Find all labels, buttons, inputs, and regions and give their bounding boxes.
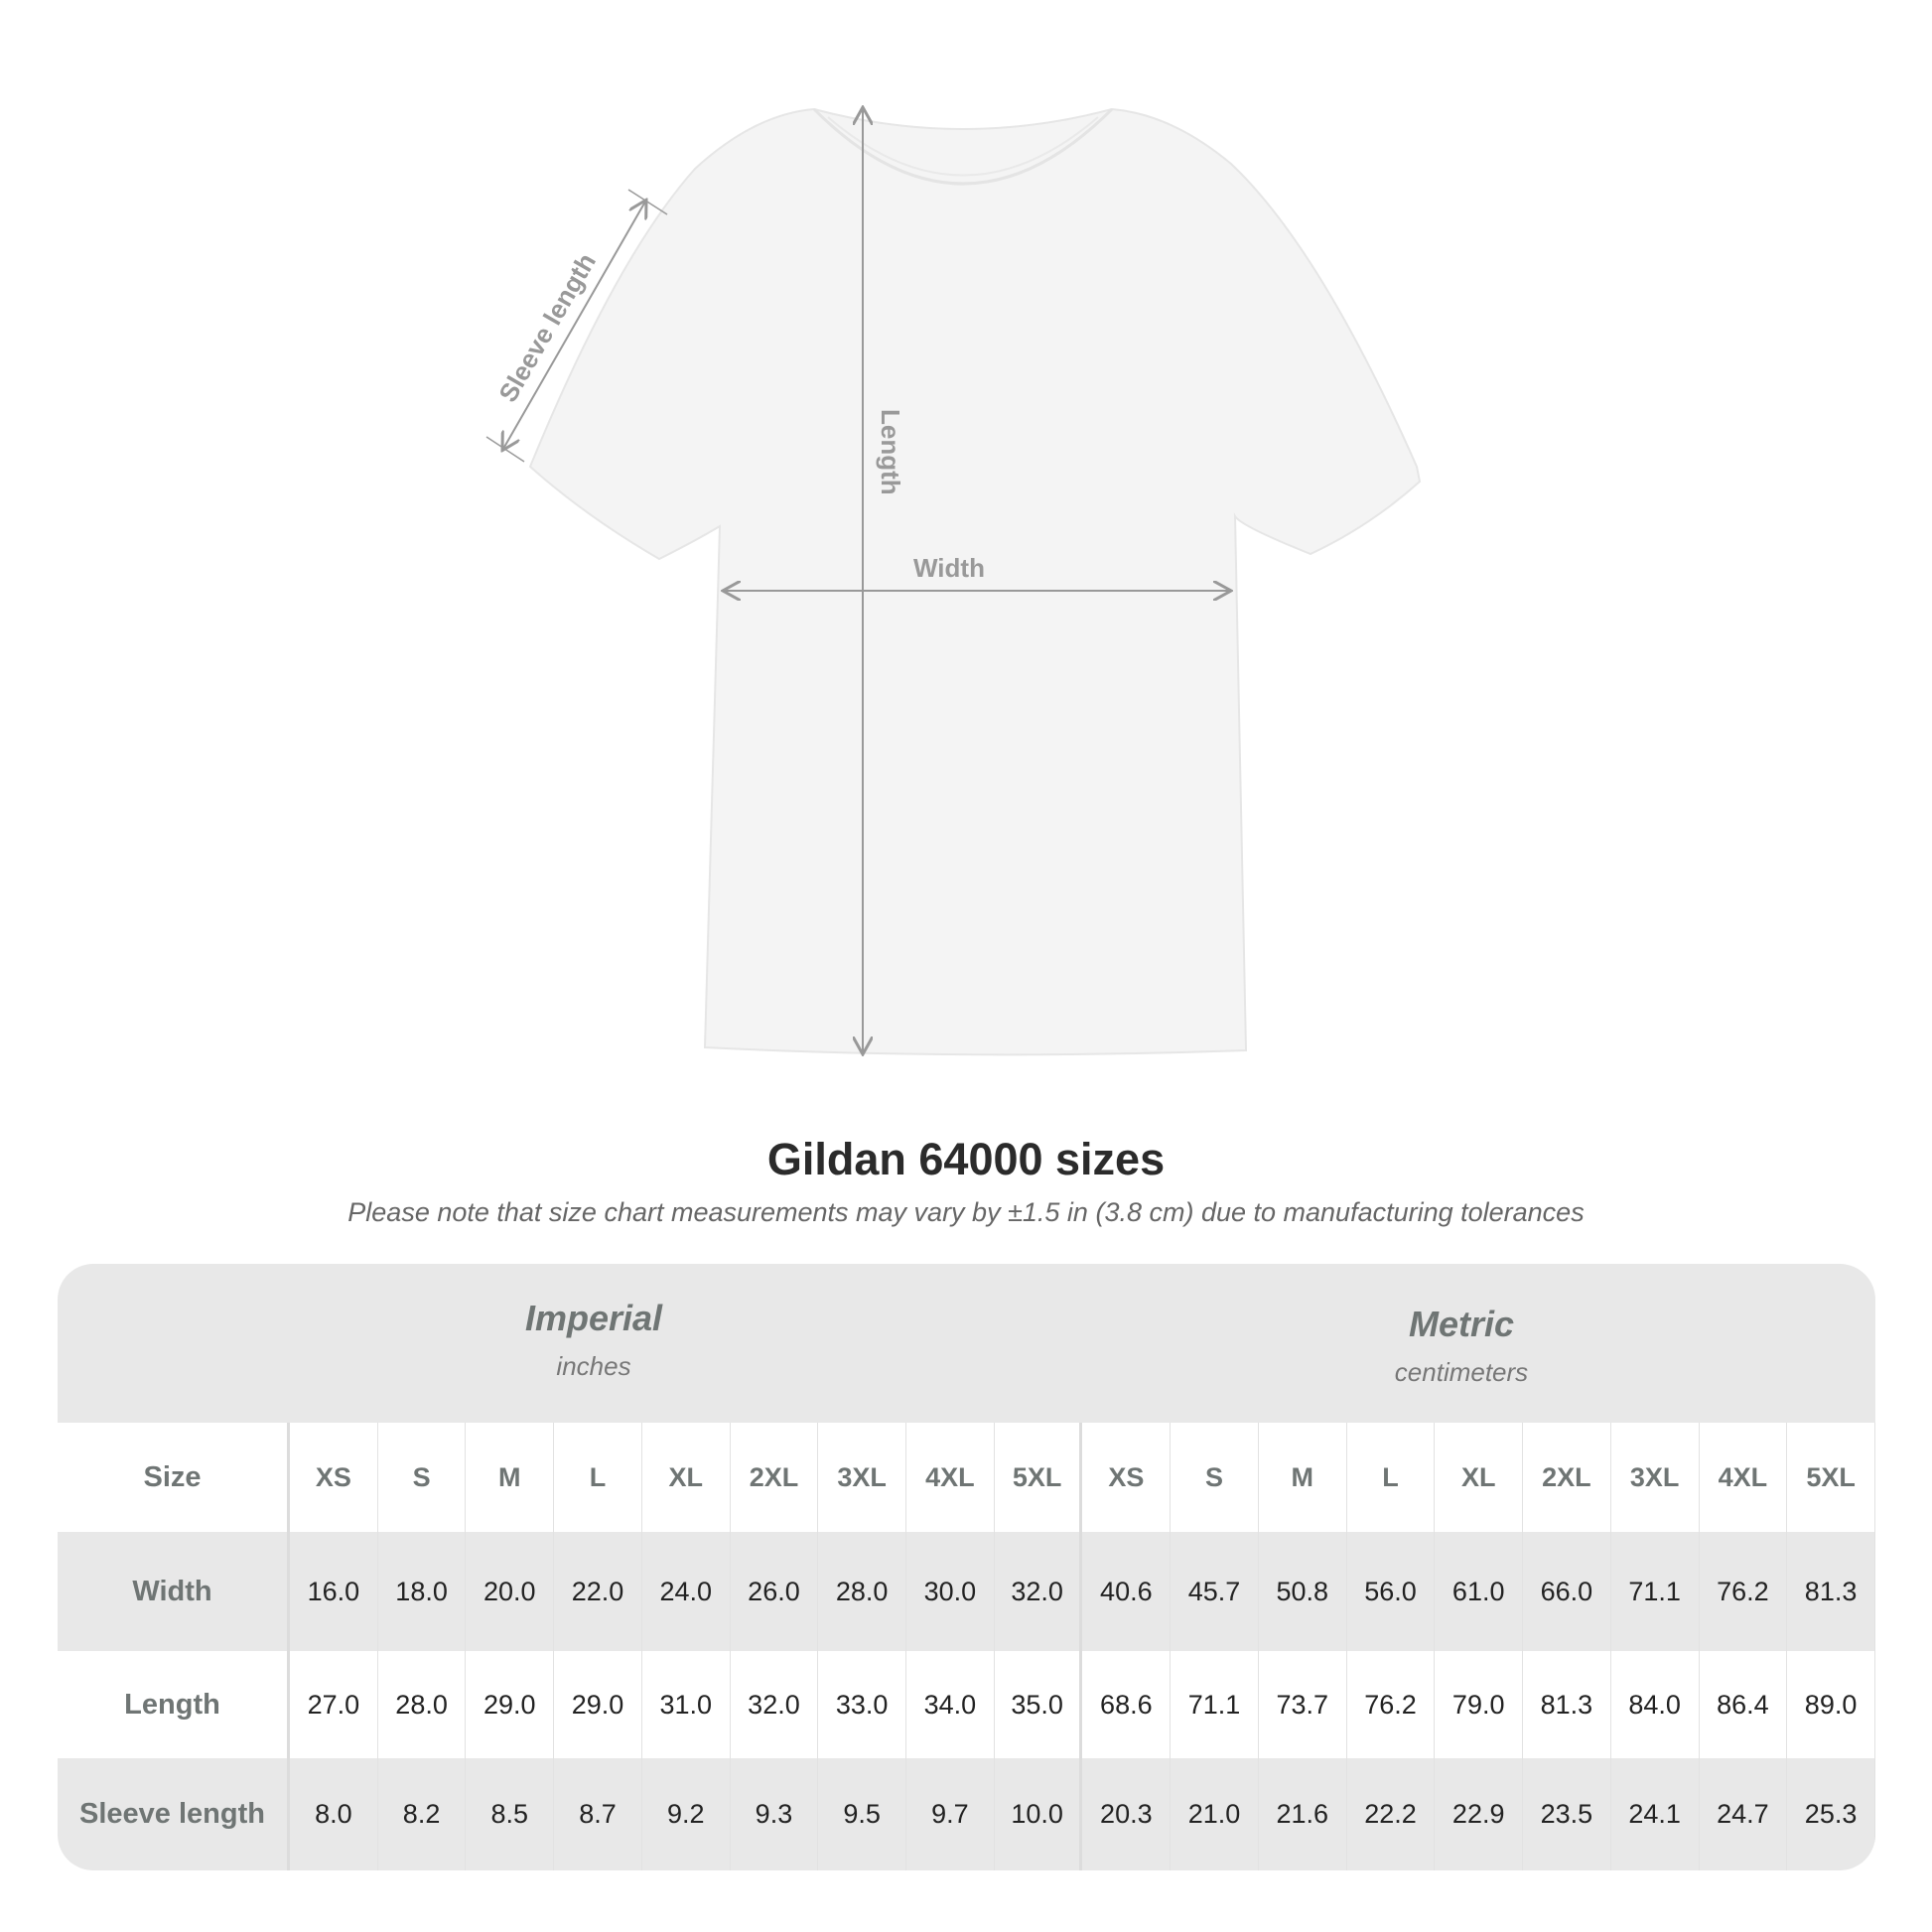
tolerance-note: Please note that size chart measurements… (347, 1197, 1585, 1227)
value-cell: 73.7 (1259, 1651, 1347, 1758)
value-cell: 76.2 (1700, 1532, 1788, 1651)
value-cell: 24.0 (642, 1532, 731, 1651)
size-header-cell: 5XL (995, 1423, 1083, 1532)
value-cell: 61.0 (1435, 1532, 1524, 1651)
table-row-sleeve-length: Sleeve length 8.0 8.2 8.5 8.7 9.2 9.3 9.5 9.7 10.… (58, 1758, 1875, 1870)
value-cell: 16.0 (290, 1532, 378, 1651)
value-cell: 76.2 (1347, 1651, 1436, 1758)
length-label: Length (876, 409, 905, 495)
size-table: Imperial inches Metric centimeters Size X… (58, 1264, 1875, 1870)
value-cell: 71.1 (1171, 1651, 1259, 1758)
table-row-width: Width 16.0 18.0 20.0 22.0 24.0 26.0 28.0 30.0 32.… (58, 1532, 1875, 1651)
size-header-cell: 3XL (1611, 1423, 1700, 1532)
imperial-unit: inches (556, 1351, 631, 1381)
value-cell: 9.2 (642, 1758, 731, 1870)
value-cell: 8.0 (290, 1758, 378, 1870)
value-cell: 45.7 (1171, 1532, 1259, 1651)
value-cell: 22.9 (1435, 1758, 1524, 1870)
row-label: Length (58, 1651, 290, 1758)
size-header-cell: 4XL (906, 1423, 995, 1532)
value-cell: 32.0 (995, 1532, 1083, 1651)
value-cell: 26.0 (731, 1532, 819, 1651)
metric-title: Metric (1408, 1304, 1515, 1344)
size-header-cell: XS (1082, 1423, 1172, 1532)
size-header-cell: 4XL (1700, 1423, 1788, 1532)
value-cell: 50.8 (1259, 1532, 1347, 1651)
value-cell: 84.0 (1611, 1651, 1700, 1758)
imperial-title: Imperial (524, 1298, 663, 1338)
metric-unit: centimeters (1394, 1357, 1529, 1387)
size-header-row: Size XS S M L XL 2XL 3XL 4XL 5XL XS S M L XL 2XL 3XL 4XL 5… (58, 1423, 1875, 1532)
size-header-cell: 2XL (731, 1423, 819, 1532)
width-label: Width (913, 553, 985, 583)
value-cell: 18.0 (378, 1532, 467, 1651)
metric-header: Metric centimeters (1164, 1304, 1759, 1388)
value-cell: 21.6 (1259, 1758, 1347, 1870)
value-cell: 30.0 (906, 1532, 995, 1651)
imperial-header: Imperial inches (296, 1298, 892, 1382)
size-header-cell: L (1347, 1423, 1436, 1532)
value-cell: 29.0 (466, 1651, 555, 1758)
value-cell: 24.1 (1611, 1758, 1700, 1870)
value-cell: 40.6 (1082, 1532, 1172, 1651)
value-cell: 32.0 (731, 1651, 819, 1758)
sleeve-arrow (503, 202, 645, 449)
size-header-cell: XS (290, 1423, 378, 1532)
value-cell: 89.0 (1787, 1651, 1875, 1758)
value-cell: 71.1 (1611, 1532, 1700, 1651)
value-cell: 23.5 (1523, 1758, 1611, 1870)
value-cell: 28.0 (378, 1651, 467, 1758)
value-cell: 8.2 (378, 1758, 467, 1870)
value-cell: 9.3 (731, 1758, 819, 1870)
size-header-cell: L (554, 1423, 642, 1532)
value-cell: 9.7 (906, 1758, 995, 1870)
tshirt-diagram: Sleeve length Length Width (485, 0, 1422, 1072)
size-header-cell: S (1171, 1423, 1259, 1532)
value-cell: 22.0 (554, 1532, 642, 1651)
value-cell: 20.3 (1082, 1758, 1172, 1870)
value-cell: 34.0 (906, 1651, 995, 1758)
value-cell: 8.7 (554, 1758, 642, 1870)
value-cell: 66.0 (1523, 1532, 1611, 1651)
size-header-cell: M (1259, 1423, 1347, 1532)
size-header-cell: 5XL (1787, 1423, 1875, 1532)
chart-title: Gildan 64000 sizes (766, 1134, 1166, 1184)
value-cell: 8.5 (466, 1758, 555, 1870)
value-cell: 68.6 (1082, 1651, 1172, 1758)
value-cell: 25.3 (1787, 1758, 1875, 1870)
value-cell: 10.0 (995, 1758, 1083, 1870)
value-cell: 20.0 (466, 1532, 555, 1651)
size-header-cell: 2XL (1523, 1423, 1611, 1532)
value-cell: 9.5 (818, 1758, 907, 1870)
value-cell: 81.3 (1523, 1651, 1611, 1758)
value-cell: 56.0 (1347, 1532, 1436, 1651)
unit-header: Imperial inches Metric centimeters (58, 1264, 1875, 1423)
size-header-cell: S (378, 1423, 467, 1532)
table-row-length: Length 27.0 28.0 29.0 29.0 31.0 32.0 33.0 34.0 35… (58, 1651, 1875, 1758)
value-cell: 33.0 (818, 1651, 907, 1758)
value-cell: 28.0 (818, 1532, 907, 1651)
value-cell: 27.0 (290, 1651, 378, 1758)
size-header-cell: XL (1435, 1423, 1524, 1532)
size-header-cell: XL (642, 1423, 731, 1532)
value-cell: 21.0 (1171, 1758, 1259, 1870)
row-label: Size (58, 1423, 290, 1532)
value-cell: 22.2 (1347, 1758, 1436, 1870)
value-cell: 24.7 (1700, 1758, 1788, 1870)
size-header-cell: 3XL (818, 1423, 907, 1532)
value-cell: 86.4 (1700, 1651, 1788, 1758)
value-cell: 35.0 (995, 1651, 1083, 1758)
value-cell: 81.3 (1787, 1532, 1875, 1651)
size-header-cell: M (466, 1423, 555, 1532)
value-cell: 31.0 (642, 1651, 731, 1758)
row-label: Width (58, 1532, 290, 1651)
value-cell: 79.0 (1435, 1651, 1524, 1758)
value-cell: 29.0 (554, 1651, 642, 1758)
row-label: Sleeve length (58, 1758, 290, 1870)
